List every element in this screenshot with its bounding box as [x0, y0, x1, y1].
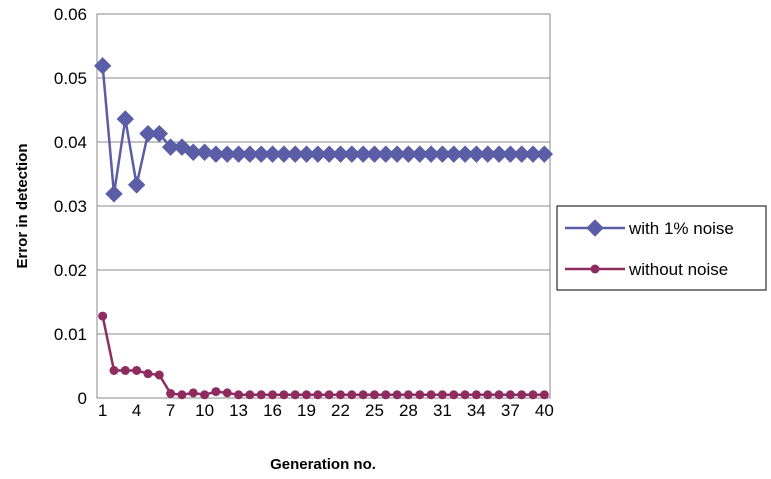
data-point-circle	[460, 390, 470, 400]
data-point-circle	[324, 390, 334, 400]
y-tick-label: 0.06	[54, 5, 87, 24]
legend-items: with 1% noise without noise	[565, 219, 734, 279]
data-point-circle	[109, 365, 119, 375]
series-2	[98, 311, 549, 400]
x-tick-label: 28	[399, 401, 418, 420]
data-point-circle	[403, 390, 413, 400]
data-point-circle	[143, 369, 153, 379]
x-tick-label: 10	[195, 401, 214, 420]
data-point-diamond	[150, 124, 168, 143]
data-point-circle	[471, 390, 481, 400]
y-tick-label: 0.01	[54, 325, 87, 344]
data-point-circle	[392, 390, 402, 400]
y-tick-label: 0.03	[54, 197, 87, 216]
legend-item: without noise	[565, 260, 728, 279]
data-point-circle	[177, 390, 187, 400]
data-point-diamond	[93, 57, 112, 75]
x-tick-label: 4	[132, 401, 141, 420]
legend-label: without noise	[628, 260, 728, 279]
data-point-circle	[505, 390, 515, 400]
data-point-circle	[290, 390, 300, 400]
data-point-circle	[437, 390, 447, 400]
data-point-circle	[200, 390, 210, 400]
legend-swatch-marker	[586, 219, 604, 237]
data-point-circle	[166, 389, 176, 399]
data-point-diamond	[127, 176, 146, 194]
data-point-circle	[483, 390, 493, 400]
data-point-circle	[268, 390, 278, 400]
x-tick-label: 34	[467, 401, 486, 420]
legend-swatch-marker	[590, 264, 600, 274]
x-tick-label: 22	[331, 401, 350, 420]
data-point-diamond	[535, 145, 554, 163]
data-point-circle	[313, 390, 323, 400]
x-tick-label: 16	[263, 401, 282, 420]
data-point-circle	[358, 390, 368, 400]
legend-item: with 1% noise	[565, 219, 734, 238]
x-tick-label: 40	[535, 401, 554, 420]
data-point-circle	[188, 388, 198, 398]
x-tick-label: 1	[98, 401, 107, 420]
data-point-circle	[528, 390, 538, 400]
data-point-circle	[154, 370, 164, 380]
x-tick-label: 25	[365, 401, 384, 420]
data-point-circle	[517, 390, 527, 400]
data-point-circle	[494, 390, 504, 400]
series-1	[93, 57, 554, 203]
y-tick-label: 0	[78, 389, 87, 408]
data-point-circle	[449, 390, 459, 400]
data-point-circle	[279, 390, 289, 400]
data-point-circle	[256, 390, 266, 400]
data-point-circle	[234, 390, 244, 400]
legend: with 1% noise without noise	[556, 205, 767, 291]
x-tick-label: 13	[229, 401, 248, 420]
gridlines	[97, 77, 550, 335]
legend-label: with 1% noise	[628, 219, 734, 238]
data-point-circle	[426, 390, 436, 400]
data-point-circle	[539, 390, 549, 400]
series-group	[93, 57, 554, 400]
series-line	[101, 315, 545, 397]
data-point-circle	[245, 390, 255, 400]
data-point-circle	[98, 311, 108, 321]
data-point-circle	[120, 365, 130, 375]
data-point-circle	[302, 390, 312, 400]
data-point-diamond	[116, 110, 135, 128]
x-axis-title: Generation no.	[270, 456, 376, 473]
data-point-circle	[369, 390, 379, 400]
data-point-diamond	[105, 185, 123, 203]
data-point-circle	[415, 390, 425, 400]
x-tick-label: 37	[501, 401, 520, 420]
x-tick-label: 7	[166, 401, 175, 420]
y-tick-label: 0.05	[54, 69, 87, 88]
data-point-diamond	[195, 143, 214, 161]
data-point-circle	[381, 390, 391, 400]
data-point-circle	[347, 390, 357, 400]
data-point-circle	[132, 365, 142, 375]
x-tick-label: 31	[433, 401, 452, 420]
y-axis-title: Error in detection	[14, 143, 31, 268]
data-point-circle	[211, 387, 221, 397]
y-tick-label: 0.02	[54, 261, 87, 280]
y-tick-labels: 0 0.01 0.02 0.03 0.04 0.05 0.06	[54, 5, 87, 408]
x-tick-label: 19	[297, 401, 316, 420]
legend-box	[556, 205, 767, 291]
x-tick-labels: 1 4 7 10 13 16 19 22 25 28 31 34 37 40	[98, 401, 554, 420]
y-tick-label: 0.04	[54, 133, 87, 152]
data-point-circle	[335, 390, 345, 400]
data-point-circle	[222, 388, 232, 398]
